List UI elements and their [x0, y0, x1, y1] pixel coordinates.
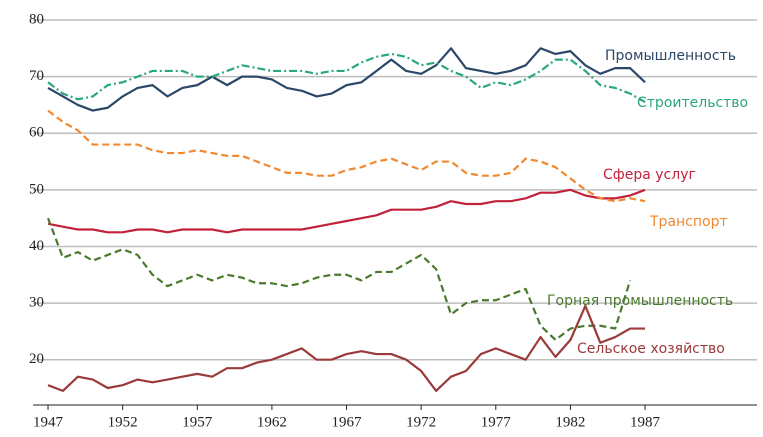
series-label: Сфера услуг: [603, 167, 696, 183]
x-tick-label: 1982: [555, 414, 585, 430]
series-line: [47, 304, 646, 392]
series-line: [47, 47, 646, 112]
y-tick-label: 70: [29, 68, 44, 84]
x-tick-label: 1957: [182, 414, 213, 430]
x-tick-label: 1987: [630, 414, 661, 430]
x-tick-label: 1977: [481, 414, 512, 430]
series-label: Строительство: [637, 95, 748, 111]
series-line: [47, 52, 646, 104]
series-line: [47, 188, 646, 234]
series-label: Горная промышленность: [547, 293, 733, 309]
x-tick-label: 1952: [108, 414, 138, 430]
y-tick-label: 20: [29, 351, 44, 367]
y-tick-label: 30: [29, 295, 44, 311]
series-line: [46, 217, 632, 341]
x-tick-label: 1967: [332, 414, 363, 430]
series-line: [47, 109, 646, 203]
x-tick-label: 1962: [257, 414, 287, 430]
x-tick-label: 1972: [406, 414, 436, 430]
y-tick-label: 50: [29, 181, 44, 197]
series-label: Промышленность: [605, 48, 736, 64]
series-label: Транспорт: [649, 214, 728, 230]
y-tick-label: 40: [29, 238, 44, 254]
series-label: Сельское хозяйство: [577, 341, 725, 357]
x-tick-label: 1947: [33, 414, 64, 430]
y-tick-label: 80: [29, 11, 44, 27]
y-tick-label: 60: [29, 125, 44, 141]
